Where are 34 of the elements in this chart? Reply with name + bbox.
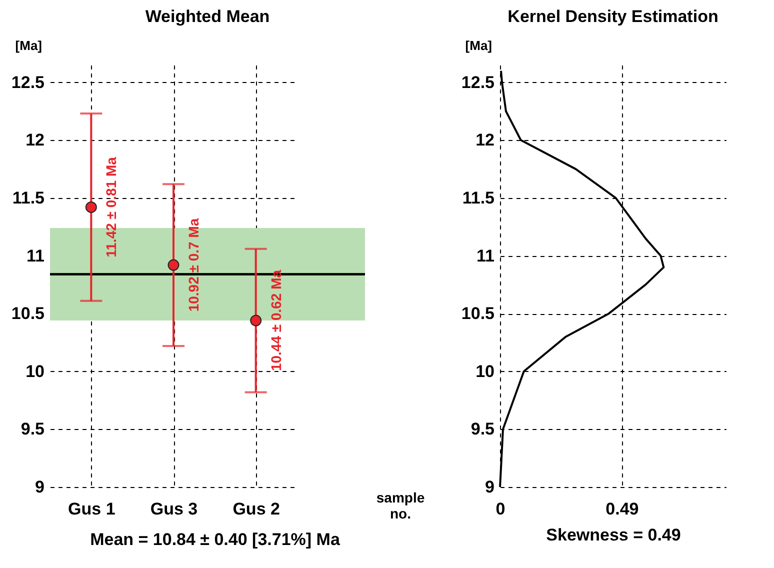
x-tick-label: Gus 3 — [150, 500, 198, 518]
y-tick-label: 9 — [35, 478, 44, 496]
x-axis-title: sample no. — [376, 490, 425, 522]
y-tick-label: 12.5 — [461, 72, 494, 92]
text: Mean = 10.84 ± 0.40 [3.71%] Ma — [89, 530, 341, 550]
data-label: 11.42 ± 0.81 Ma — [103, 156, 120, 258]
y-tick-label: 9 — [485, 478, 494, 496]
y-tick-label: 10.5 — [461, 304, 494, 324]
point — [250, 314, 262, 326]
y-axis-title: [Ma] — [15, 38, 42, 53]
y-tick-label: 12.5 — [11, 72, 44, 92]
point — [168, 259, 180, 271]
y-tick-label: 11.5 — [462, 188, 494, 208]
x-tick-label: Gus 2 — [232, 500, 280, 518]
y-tick-label: 9.5 — [470, 420, 494, 439]
y-tick-label: 10.5 — [11, 304, 44, 324]
y-tick-label: 9.5 — [20, 420, 44, 439]
data-label: 10.92 ± 0.7 Ma — [186, 218, 202, 312]
y-tick-label: 11 — [26, 246, 44, 266]
data-label: 10.44 ± 0.62 Ma — [268, 270, 284, 372]
y-tick-label: 10 — [476, 362, 494, 381]
x-tick-label: 0.49 — [606, 500, 639, 518]
y-axis-title: [Ma] — [465, 38, 492, 53]
y-tick-label: 11.5 — [12, 188, 44, 208]
y-tick-label: 12 — [26, 130, 44, 150]
y-tick-label: 11 — [476, 246, 494, 266]
chart-title: Weighted Mean — [145, 7, 270, 26]
y-tick-label: 10 — [26, 362, 44, 381]
chart-title: Kernel Density Estimation — [508, 7, 718, 26]
y-tick-label: 12 — [476, 130, 494, 150]
x-axis-title: Skewness = 0.49 — [546, 526, 681, 544]
x-tick-label: Gus 1 — [68, 500, 116, 518]
point — [85, 201, 97, 213]
x-tick-label: 0 — [496, 500, 506, 518]
